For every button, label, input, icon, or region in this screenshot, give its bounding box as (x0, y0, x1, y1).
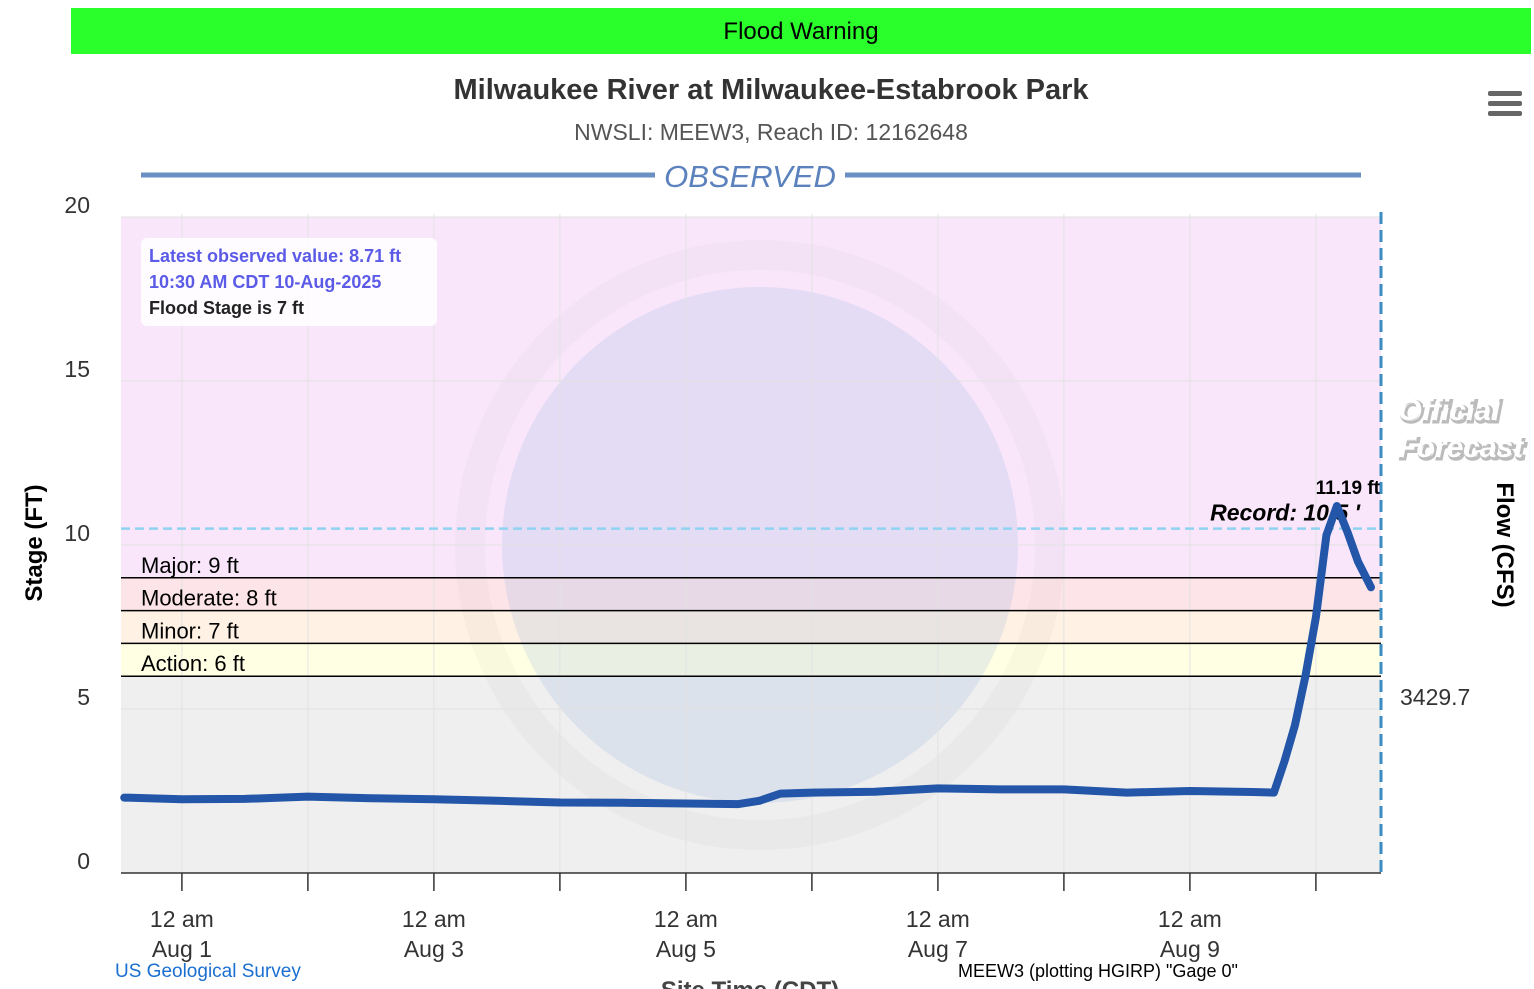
stage-label: Moderate: 8 ft (141, 586, 277, 611)
x-tick-label: Aug 7 (908, 936, 968, 962)
x-tick-label: Aug 9 (1160, 936, 1220, 962)
footer-note: MEEW3 (plotting HGIRP) "Gage 0" (958, 961, 1238, 981)
y-tick-label: 0 (77, 848, 90, 874)
chart-title: Milwaukee River at Milwaukee-Estabrook P… (453, 74, 1089, 106)
x-tick-label: 12 am (906, 906, 970, 932)
info-line: 10:30 AM CDT 10-Aug-2025 (149, 272, 381, 292)
banner-bg (71, 8, 1531, 54)
y-tick-label: 5 (77, 684, 90, 710)
y-axis-label: Stage (FT) (21, 484, 48, 601)
forecast-label-shadow: Forecast (1400, 433, 1527, 466)
info-box (141, 238, 437, 326)
y2-axis-label: Flow (CFS) (1491, 482, 1518, 607)
menu-bar[interactable] (1488, 101, 1522, 106)
forecast-label: Forecast (1398, 431, 1525, 464)
x-tick-label: 12 am (150, 906, 214, 932)
plot: 0 5 10 15 20 12 am Aug 1 12 am Aug 3 12 am Aug 5 12… (64, 192, 1528, 962)
stage-band (121, 577, 1381, 611)
info-line: Latest observed value: 8.71 ft (149, 246, 401, 266)
menu-icon[interactable] (1488, 91, 1522, 116)
stage-band (121, 610, 1381, 644)
y-tick-label: 15 (64, 356, 90, 382)
x-tick-label: 12 am (1158, 906, 1222, 932)
x-tick-label: Aug 1 (152, 936, 212, 962)
y-tick-label: 20 (64, 192, 90, 218)
stage-band (121, 643, 1381, 677)
x-tick-label: 12 am (654, 906, 718, 932)
x-tick-label: Aug 3 (404, 936, 464, 962)
stage-label: Action: 6 ft (141, 651, 245, 676)
y2-tick-label: 3429.7 (1400, 684, 1470, 710)
footer-link[interactable]: US Geological Survey (115, 961, 301, 982)
peak-label: 11.19 ft (1316, 478, 1381, 499)
forecast-label: Official (1398, 394, 1500, 427)
y-tick-label: 10 (64, 520, 90, 546)
stage-label: Major: 9 ft (141, 553, 239, 578)
x-axis-label: Site Time (CDT) (661, 977, 839, 989)
menu-bar[interactable] (1488, 91, 1522, 96)
x-tick-label: 12 am (402, 906, 466, 932)
forecast-label-shadow: Official (1400, 396, 1502, 429)
banner: Flood Warning (723, 18, 878, 45)
x-tick-label: Aug 5 (656, 936, 716, 962)
chart-subtitle: NWSLI: MEEW3, Reach ID: 12162648 (574, 119, 968, 145)
stage-label: Minor: 7 ft (141, 618, 239, 643)
section-label: OBSERVED (664, 159, 836, 194)
stage-line-series (120, 502, 1375, 809)
info-line: Flood Stage is 7 ft (149, 298, 304, 318)
menu-bar[interactable] (1488, 111, 1522, 116)
